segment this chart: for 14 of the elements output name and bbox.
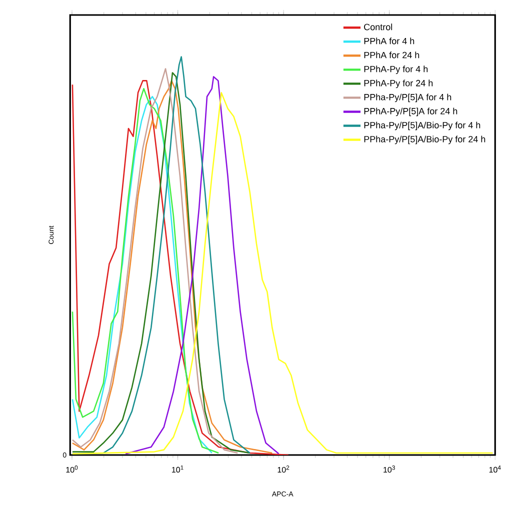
legend-label: PPha-Py/P[5]A for 4 h: [364, 94, 452, 102]
legend-label: PPhA-Py for 24 h: [364, 80, 433, 88]
x-tick-label: 10$^{4}$: [489, 466, 501, 473]
legend-label: PPhA-Py for 4 h: [364, 66, 428, 74]
x-tick-label: 10$^{2}$: [278, 466, 290, 473]
legend-label: PPhA-Py/P[5]A for 24 h: [364, 108, 458, 116]
x-tick-label: 10$^{1}$: [172, 466, 184, 473]
legend-label: PPhA for 4 h: [364, 38, 414, 44]
legend-label: PPha-Py/P[5]A/Bio-Py for 24 h: [364, 136, 486, 144]
x-tick-label: 10$^{0}$: [66, 466, 78, 473]
legend-label: Control: [364, 24, 392, 30]
legend-label: PPhA for 24 h: [364, 52, 420, 58]
x-tick-label: 10$^{3}$: [384, 466, 395, 473]
legend-label: PPha-Py/P[5]A/Bio-Py for 4 h: [364, 122, 480, 130]
